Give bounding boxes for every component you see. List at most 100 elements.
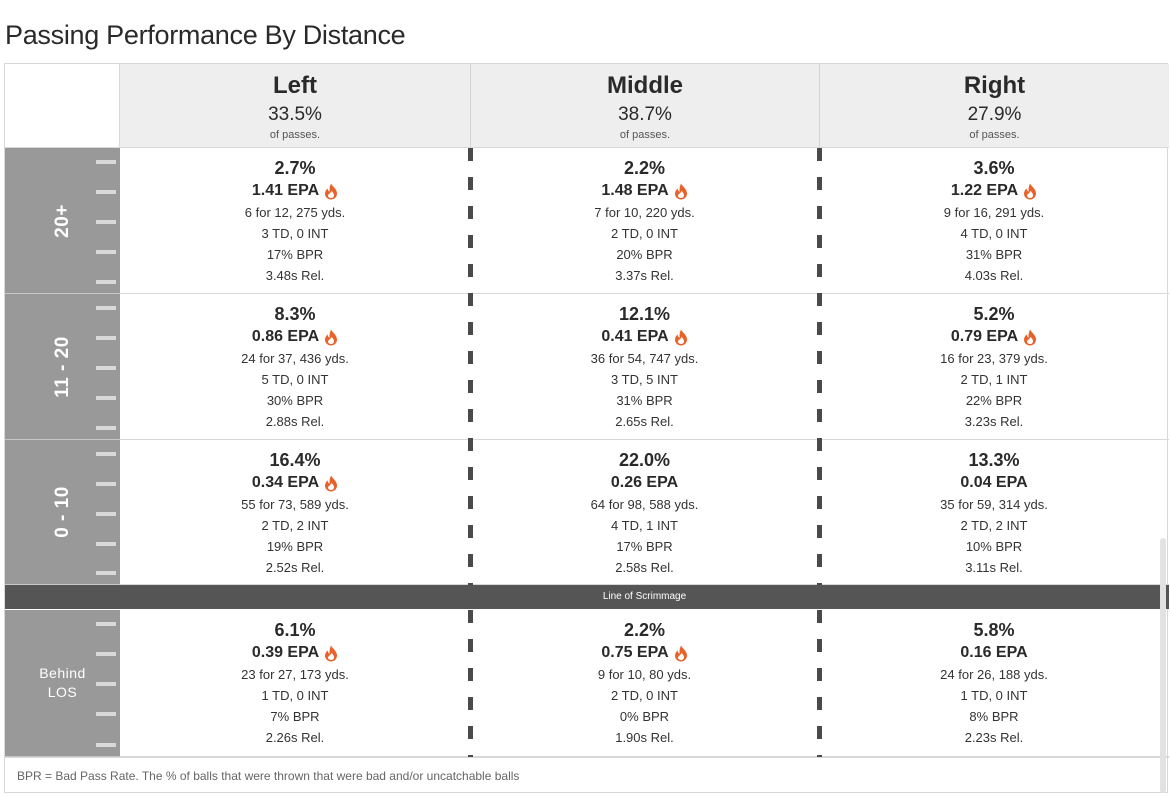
lane-divider-1 <box>468 148 473 585</box>
column-header-left: Left 33.5% of passes. <box>120 64 470 148</box>
lane-divider-2 <box>817 148 822 585</box>
yard-tick-mark <box>96 682 116 686</box>
line-of-scrimmage: Line of Scrimmage <box>120 585 1169 609</box>
zone-completions: 64 for 98, 588 yds. <box>590 497 699 512</box>
zone-td-int: 2 TD, 2 INT <box>960 518 1028 533</box>
passing-table: Line of Scrimmage BPR = Bad Pass Rate. T… <box>4 63 1169 793</box>
yard-tick-mark <box>96 190 116 194</box>
yard-tick-mark <box>96 366 116 370</box>
zone-epa-value: 0.75 EPA <box>601 644 687 662</box>
yard-tick-mark <box>96 220 116 224</box>
column-subtext: of passes. <box>619 129 671 141</box>
zone-cell: 5.2% 0.79 EPA 16 for 23, 379 yds. 2 TD, 1 I… <box>819 294 1169 440</box>
zone-release-time: 3.23s Rel. <box>964 414 1024 429</box>
yard-tick-mark <box>96 250 116 254</box>
zone-release-time: 2.88s Rel. <box>265 414 325 429</box>
zone-epa-text: 0.75 EPA <box>601 644 669 661</box>
flame-icon <box>325 183 338 199</box>
column-direction: Left <box>273 72 317 99</box>
zone-completions: 9 for 16, 291 yds. <box>943 205 1045 220</box>
zone-epa: 1.48 EPA <box>470 179 819 200</box>
column-direction: Middle <box>607 72 683 99</box>
yard-tick-mark <box>96 512 116 516</box>
zone-completions: 7 for 10, 220 yds. <box>594 205 695 220</box>
flame-icon <box>674 329 687 345</box>
yard-band-label: Behind LOS <box>39 665 86 700</box>
yard-tick-mark <box>96 712 116 716</box>
zone-release-time: 3.11s Rel. <box>965 560 1023 575</box>
zone-share: 8.3% <box>274 304 316 324</box>
los-left-bar <box>5 585 120 609</box>
zone-epa-value: 1.48 EPA <box>601 182 687 200</box>
column-header-right: Right 27.9% of passes. <box>819 64 1169 148</box>
yard-tick-mark <box>96 160 116 164</box>
zone-cell: 12.1% 0.41 EPA 36 for 54, 747 yds. 3 TD, 5 … <box>470 294 819 440</box>
yard-tick-mark <box>96 306 116 310</box>
zone-bpr: 0% BPR <box>619 709 670 724</box>
zone-completions: 6 for 12, 275 yds. <box>244 205 346 220</box>
yard-tick-mark <box>96 571 116 575</box>
zone-epa-text: 1.48 EPA <box>601 182 669 199</box>
flame-icon <box>325 329 338 345</box>
zone-release-time: 2.65s Rel. <box>615 414 674 429</box>
zone-epa-text: 0.86 EPA <box>251 328 320 345</box>
zone-epa-text: 0.39 EPA <box>251 644 320 661</box>
zone-cell: 5.8% 0.16 EPA 24 for 26, 188 yds. 1 TD, 0 I… <box>819 610 1169 757</box>
zone-td-int: 1 TD, 0 INT <box>261 688 329 703</box>
zone-bpr: 19% BPR <box>266 539 324 554</box>
yard-tick-mark <box>96 280 116 284</box>
zone-epa: 1.41 EPA <box>120 179 470 200</box>
zone-epa-value: 0.79 EPA <box>951 328 1037 346</box>
flame-icon <box>325 475 338 491</box>
zone-bpr: 31% BPR <box>965 247 1023 262</box>
zone-epa-value: 1.41 EPA <box>252 182 338 200</box>
header-corner <box>5 64 120 148</box>
zone-epa: 0.39 EPA <box>120 641 470 662</box>
column-direction: Right <box>963 72 1026 99</box>
zone-release-time: 2.26s Rel. <box>265 730 325 745</box>
yard-tick-mark <box>96 743 116 747</box>
zone-cell: 22.0% 0.26 EPA 64 for 98, 588 yds. 4 TD, 1 … <box>470 440 819 585</box>
zone-epa-text: 0.04 EPA <box>960 474 1028 491</box>
zone-cell: 3.6% 1.22 EPA 9 for 16, 291 yds. 4 TD, 0 IN… <box>819 148 1169 294</box>
yard-band-4: Behind LOS <box>5 610 120 757</box>
zone-td-int: 2 TD, 2 INT <box>261 518 329 533</box>
lane-divider-1 <box>468 610 473 757</box>
yard-band-3: 0 - 10 <box>5 440 120 585</box>
zone-cell: 13.3% 0.04 EPA 35 for 59, 314 yds. 2 TD, 2 … <box>819 440 1169 585</box>
column-pass-share: 27.9% <box>967 104 1022 125</box>
zone-epa-value: 0.41 EPA <box>601 328 687 346</box>
page-title: Passing Performance By Distance <box>5 20 406 50</box>
zone-epa: 1.22 EPA <box>819 179 1169 200</box>
zone-completions: 16 for 23, 379 yds. <box>940 351 1048 366</box>
zone-epa: 0.41 EPA <box>470 325 819 346</box>
zone-epa: 0.75 EPA <box>470 641 819 662</box>
yard-band-2: 11 - 20 <box>5 294 120 440</box>
zone-cell: 2.2% 1.48 EPA 7 for 10, 220 yds. 2 TD, 0 IN… <box>470 148 819 294</box>
zone-epa-text: 0.16 EPA <box>960 644 1028 661</box>
zone-release-time: 4.03s Rel. <box>964 268 1024 283</box>
zone-epa-value: 1.22 EPA <box>951 182 1037 200</box>
zone-bpr: 17% BPR <box>616 539 673 554</box>
zone-epa-value: 0.34 EPA <box>252 474 338 492</box>
yard-tick-mark <box>96 396 116 400</box>
zone-completions: 24 for 37, 436 yds. <box>241 351 349 366</box>
column-pass-share: 33.5% <box>268 104 322 125</box>
zone-epa-value: 0.39 EPA <box>252 644 338 662</box>
zone-share: 2.2% <box>623 620 666 640</box>
zone-completions: 35 for 59, 314 yds. <box>940 497 1048 512</box>
zone-completions: 36 for 54, 747 yds. <box>590 351 699 366</box>
zone-epa-text: 1.22 EPA <box>950 182 1019 199</box>
zone-epa: 0.26 EPA <box>470 471 819 492</box>
scrollbar[interactable] <box>1160 538 1166 793</box>
yard-tick-mark <box>96 482 116 486</box>
zone-bpr: 31% BPR <box>616 393 673 408</box>
zone-share: 5.8% <box>973 620 1015 640</box>
zone-epa-text: 0.26 EPA <box>610 474 679 491</box>
zone-release-time: 1.90s Rel. <box>615 730 674 745</box>
zone-share: 6.1% <box>274 620 316 640</box>
zone-release-time: 2.23s Rel. <box>964 730 1024 745</box>
zone-bpr: 20% BPR <box>616 247 673 262</box>
zone-cell: 2.7% 1.41 EPA 6 for 12, 275 yds. 3 TD, 0 IN… <box>120 148 470 294</box>
zone-completions: 23 for 27, 173 yds. <box>241 667 349 682</box>
